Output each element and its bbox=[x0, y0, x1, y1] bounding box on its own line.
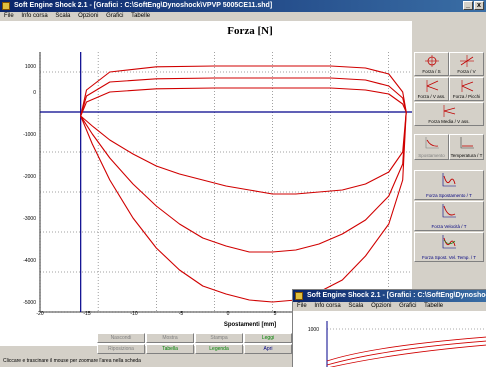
force-velocity-label: Forza / V bbox=[457, 69, 476, 74]
menu-tabelle[interactable]: Tabelle bbox=[131, 13, 151, 19]
force-multi-time-button[interactable]: Forza Spost. Vel. Temp. / T bbox=[414, 232, 484, 262]
y-tick-neg5000: -5000 bbox=[23, 300, 36, 306]
inset-curve bbox=[329, 344, 486, 367]
inset-menu-info-corsa[interactable]: Info corsa bbox=[314, 303, 341, 309]
force-multi-time-label: Forza Spost. Vel. Temp. / T bbox=[421, 255, 477, 260]
inset-y-tick: 1000 bbox=[308, 327, 319, 333]
inset-menu-scala[interactable]: Scala bbox=[348, 303, 364, 309]
force-displacement-button[interactable]: Forza / S bbox=[414, 52, 449, 76]
x-tick-5: 5 bbox=[274, 311, 277, 317]
force-mean-label: Forza Media / V ass. bbox=[428, 119, 470, 124]
y-tick-neg4000: -4000 bbox=[23, 258, 36, 264]
menu-opzioni[interactable]: Opzioni bbox=[78, 13, 99, 19]
force-velocity-time-button[interactable]: Forza Velocità / T bbox=[414, 201, 484, 231]
force-velocity-button[interactable]: Forza / V bbox=[449, 52, 484, 76]
displacement-label: Spostamento bbox=[418, 153, 445, 158]
series-2-line bbox=[80, 77, 407, 253]
overlapping-window[interactable]: Soft Engine Shock 2.1 - [Grafici : C:\So… bbox=[292, 289, 486, 367]
window-title: Soft Engine Shock 2.1 - [Grafici : C:\So… bbox=[14, 2, 273, 9]
wave-icon bbox=[442, 235, 456, 249]
temperature-button[interactable]: Temperatura / T bbox=[449, 134, 484, 160]
wave-icon bbox=[442, 173, 456, 187]
force-velocity-abs-label: Forza / V ass. bbox=[417, 94, 446, 99]
close-button[interactable]: x bbox=[474, 1, 484, 10]
reposition-button[interactable]: Riposiziona bbox=[97, 344, 145, 354]
curves bbox=[80, 65, 407, 303]
force-displacement-label: Forza / S bbox=[422, 69, 441, 74]
inset-curve bbox=[326, 340, 486, 366]
app-icon bbox=[295, 292, 303, 300]
force-velocity-abs-button[interactable]: Forza / V ass. bbox=[414, 77, 449, 101]
app-icon bbox=[2, 2, 10, 10]
arrow-icon bbox=[443, 105, 456, 117]
status-bar: Cliccare e trascinare il mouse per zooma… bbox=[0, 356, 303, 367]
curve-icon bbox=[425, 137, 439, 149]
x-tick-neg5: -5 bbox=[179, 311, 184, 317]
open-button[interactable]: Apri bbox=[244, 344, 292, 354]
force-displacement-time-label: Forza Spostamento / T bbox=[426, 193, 472, 198]
force-peaks-label: Forza / Picchi bbox=[452, 94, 481, 99]
show-button[interactable]: Mostra bbox=[146, 333, 194, 343]
hide-button[interactable]: Nascondi bbox=[97, 333, 145, 343]
series-3-line bbox=[80, 65, 407, 303]
title-bar: Soft Engine Shock 2.1 - [Grafici : C:\So… bbox=[0, 0, 486, 12]
plot-title: Forza [N] bbox=[227, 25, 273, 37]
x-tick-neg15: -15 bbox=[83, 311, 90, 317]
force-mean-button[interactable]: Forza Media / V ass. bbox=[414, 102, 484, 126]
arrow-icon bbox=[426, 80, 438, 92]
crosshair-icon bbox=[424, 55, 439, 67]
inset-curve bbox=[326, 336, 486, 362]
inset-menu-grafici[interactable]: Grafici bbox=[399, 303, 417, 309]
y-tick-neg3000: -3000 bbox=[23, 216, 36, 222]
x-tick-0: 0 bbox=[227, 311, 230, 317]
series-1-line bbox=[80, 87, 407, 195]
arrow-icon bbox=[461, 80, 473, 92]
inset-menu-file[interactable]: File bbox=[297, 303, 307, 309]
displacement-button[interactable]: Spostamento bbox=[414, 134, 449, 160]
force-velocity-time-label: Forza Velocità / T bbox=[431, 224, 467, 229]
print-button[interactable]: Stampa bbox=[195, 333, 243, 343]
inset-menu-bar: File Info corsa Scala Opzioni Grafici Ta… bbox=[293, 302, 486, 311]
x-tick-neg20: -20 bbox=[36, 311, 43, 317]
table-button[interactable]: Tabella bbox=[146, 344, 194, 354]
y-tick-neg1000: -1000 bbox=[23, 132, 36, 138]
force-displacement-time-button[interactable]: Forza Spostamento / T bbox=[414, 170, 484, 200]
menu-grafici[interactable]: Grafici bbox=[106, 13, 124, 19]
y-tick-0: 0 bbox=[33, 90, 36, 96]
minimize-button[interactable]: _ bbox=[463, 1, 473, 10]
plot-panel[interactable]: Forza [N] 1000 0 -1000 -2000 -3000 -4000… bbox=[0, 21, 412, 346]
wave-icon bbox=[442, 204, 456, 218]
menu-scala[interactable]: Scala bbox=[55, 13, 71, 19]
x-tick-neg10: -10 bbox=[130, 311, 137, 317]
inset-title-bar: Soft Engine Shock 2.1 - [Grafici : C:\So… bbox=[293, 290, 486, 302]
temperature-label: Temperatura / T bbox=[450, 153, 483, 158]
inset-menu-tabelle[interactable]: Tabelle bbox=[424, 303, 444, 309]
inset-window-title: Soft Engine Shock 2.1 - [Grafici : C:\So… bbox=[307, 292, 486, 299]
read-button[interactable]: Leggi bbox=[244, 333, 292, 343]
y-tick-labels: 1000 0 -1000 -2000 -3000 -4000 -5000 bbox=[23, 64, 36, 306]
x-axis-label: Spostamenti [mm] bbox=[224, 322, 276, 328]
menu-file[interactable]: File bbox=[4, 13, 14, 19]
inset-plot[interactable]: 1000 bbox=[293, 311, 486, 367]
y-tick-1000: 1000 bbox=[25, 64, 36, 70]
legend-button[interactable]: Legenda bbox=[195, 344, 243, 354]
crosshair-icon bbox=[459, 55, 474, 67]
inset-chart: 1000 bbox=[308, 321, 486, 367]
menu-info-corsa[interactable]: Info corsa bbox=[21, 13, 48, 19]
force-peaks-button[interactable]: Forza / Picchi bbox=[449, 77, 484, 101]
bottom-button-bar: Nascondi Mostra Stampa Leggi Riposiziona… bbox=[97, 333, 297, 355]
y-tick-neg2000: -2000 bbox=[23, 174, 36, 180]
curve-icon bbox=[460, 137, 474, 149]
menu-bar: File Info corsa Scala Opzioni Grafici Ta… bbox=[0, 12, 486, 21]
inset-menu-opzioni[interactable]: Opzioni bbox=[371, 303, 392, 309]
